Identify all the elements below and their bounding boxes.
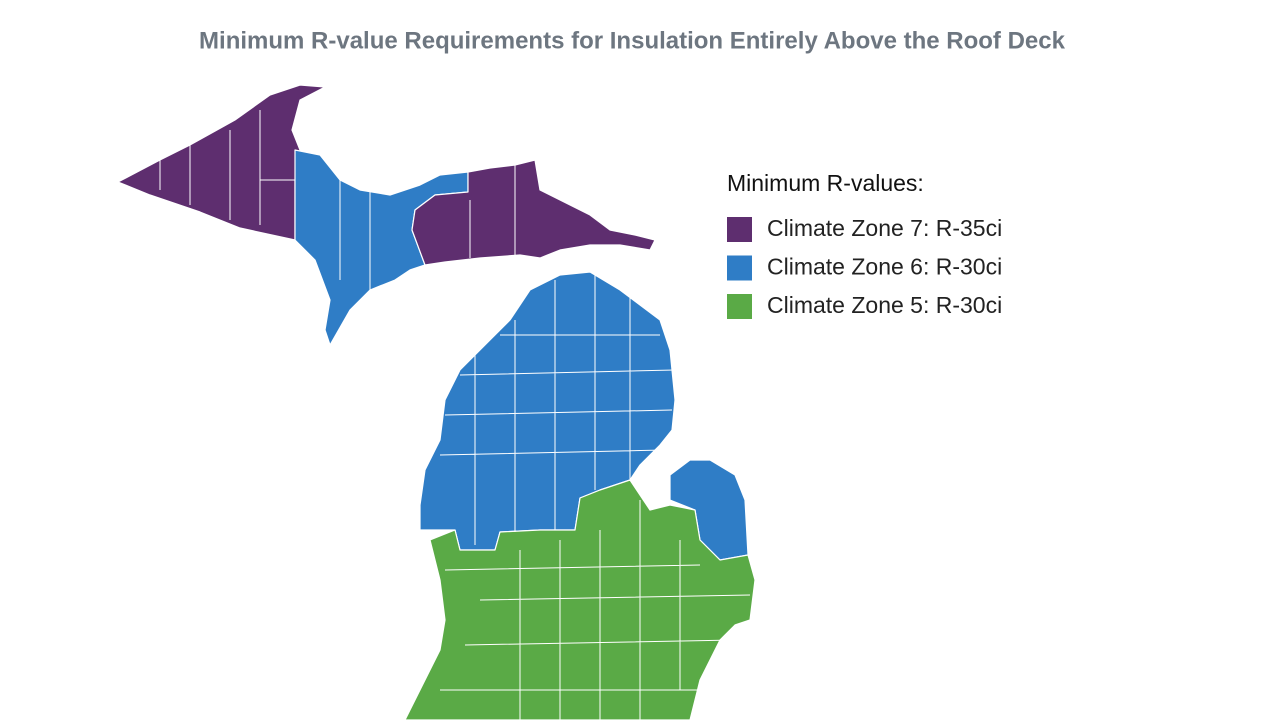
legend-label: Climate Zone 5: R-30ci xyxy=(767,292,1002,318)
county-lines xyxy=(159,110,751,720)
zone-7-region xyxy=(411,159,656,266)
michigan-map xyxy=(117,84,756,720)
legend-swatch xyxy=(727,217,752,242)
legend-label: Climate Zone 7: R-35ci xyxy=(767,215,1002,241)
legend-label: Climate Zone 6: R-30ci xyxy=(767,254,1002,280)
legend-title: Minimum R-values: xyxy=(727,170,924,196)
map-title: Minimum R-value Requirements for Insulat… xyxy=(199,27,1066,54)
legend-swatch xyxy=(727,294,752,319)
legend-swatch xyxy=(727,255,752,281)
zone-7-region xyxy=(117,84,326,241)
legend: Climate Zone 7: R-35ci Climate Zone 6: R-… xyxy=(727,215,1002,319)
